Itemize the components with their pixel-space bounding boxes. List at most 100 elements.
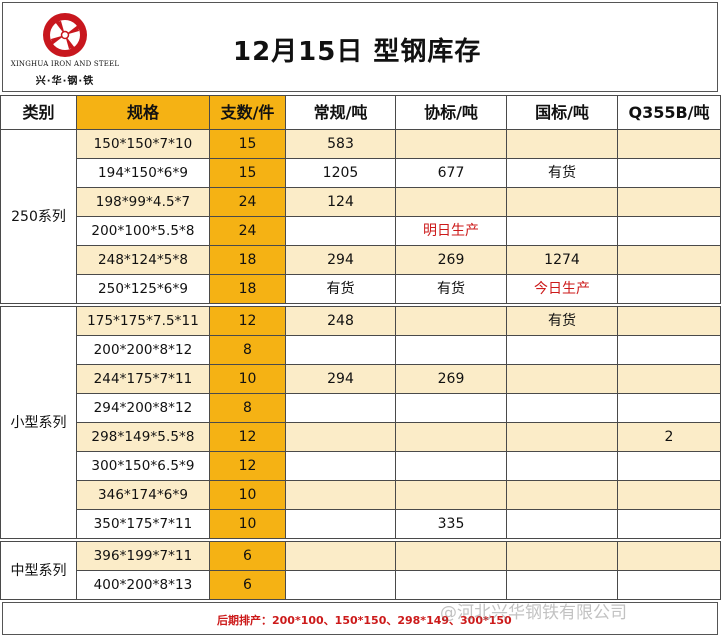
category-cell: 小型系列 [0, 306, 77, 539]
q355b-cell [617, 541, 721, 571]
regular-cell [285, 480, 396, 510]
assoc-cell: 269 [395, 364, 507, 394]
stock-table: 类别 规格 支数/件 常规/吨 协标/吨 国标/吨 Q355B/吨 250系列 1… [0, 95, 721, 600]
table-row: 200*200*8*12 8 [1, 335, 721, 365]
assoc-cell: 335 [395, 509, 507, 539]
q355b-cell [617, 509, 721, 539]
national-cell [506, 422, 618, 452]
count-cell: 8 [209, 393, 286, 423]
spec-cell: 400*200*8*13 [76, 570, 210, 600]
spec-cell: 244*175*7*11 [76, 364, 210, 394]
spec-cell: 200*200*8*12 [76, 335, 210, 365]
national-cell: 有货 [506, 158, 618, 188]
company-logo-icon [43, 13, 87, 57]
table-row: 294*200*8*12 8 [1, 393, 721, 423]
assoc-cell: 269 [395, 245, 507, 275]
regular-cell: 1205 [285, 158, 396, 188]
regular-cell [285, 570, 396, 600]
q355b-cell [617, 129, 721, 159]
table-row: 300*150*6.5*9 12 [1, 451, 721, 481]
logo-english-text: XINGHUA IRON AND STEEL [10, 60, 120, 68]
footer-bar: 后期排产：200*100、150*150、298*149、300*150 [2, 602, 718, 635]
table-row: 194*150*6*9 15 1205 677 有货 [1, 158, 721, 188]
national-cell [506, 364, 618, 394]
assoc-cell [395, 393, 507, 423]
regular-cell [285, 509, 396, 539]
regular-cell [285, 216, 396, 246]
national-cell [506, 541, 618, 571]
assoc-cell: 677 [395, 158, 507, 188]
count-cell: 8 [209, 335, 286, 365]
count-cell: 12 [209, 306, 286, 336]
regular-cell [285, 422, 396, 452]
national-cell [506, 187, 618, 217]
table-row: 248*124*5*8 18 294 269 1274 [1, 245, 721, 275]
assoc-cell [395, 422, 507, 452]
spec-cell: 300*150*6.5*9 [76, 451, 210, 481]
table-row: 244*175*7*11 10 294 269 [1, 364, 721, 394]
q355b-cell [617, 570, 721, 600]
national-cell [506, 216, 618, 246]
table-row: 198*99*4.5*7 24 124 [1, 187, 721, 217]
assoc-cell [395, 541, 507, 571]
national-cell: 1274 [506, 245, 618, 275]
category-cell: 250系列 [0, 129, 77, 304]
regular-cell [285, 393, 396, 423]
production-schedule-note: 后期排产：200*100、150*150、298*149、300*150 [217, 614, 512, 627]
count-cell: 12 [209, 451, 286, 481]
spec-cell: 294*200*8*12 [76, 393, 210, 423]
count-cell: 6 [209, 570, 286, 600]
national-cell [506, 393, 618, 423]
col-header-regular: 常规/吨 [285, 95, 396, 130]
spec-cell: 194*150*6*9 [76, 158, 210, 188]
spec-cell: 198*99*4.5*7 [76, 187, 210, 217]
col-header-spec: 规格 [76, 95, 210, 130]
q355b-cell [617, 364, 721, 394]
spec-cell: 346*174*6*9 [76, 480, 210, 510]
col-header-count: 支数/件 [209, 95, 286, 130]
q355b-cell [617, 480, 721, 510]
table-row: 250系列 150*150*7*10 15 583 [0, 129, 721, 304]
table-row: 346*174*6*9 10 [1, 480, 721, 510]
national-cell [506, 129, 618, 159]
count-cell: 12 [209, 422, 286, 452]
spec-cell: 150*150*7*10 [76, 129, 210, 159]
national-cell [506, 480, 618, 510]
q355b-cell [617, 306, 721, 336]
count-cell: 18 [209, 274, 286, 304]
assoc-cell [395, 335, 507, 365]
assoc-cell [395, 451, 507, 481]
col-header-q355b: Q355B/吨 [617, 95, 721, 130]
regular-cell [285, 451, 396, 481]
page-title: 12月15日 型钢库存 [233, 37, 482, 67]
spec-cell: 175*175*7.5*11 [76, 306, 210, 336]
q355b-cell [617, 158, 721, 188]
col-header-assoc: 协标/吨 [395, 95, 507, 130]
q355b-cell [617, 245, 721, 275]
category-cell: 中型系列 [0, 541, 77, 600]
regular-cell [285, 541, 396, 571]
assoc-cell [395, 306, 507, 336]
count-cell: 18 [209, 245, 286, 275]
spec-cell: 250*125*6*9 [76, 274, 210, 304]
spec-cell: 200*100*5.5*8 [76, 216, 210, 246]
regular-cell: 124 [285, 187, 396, 217]
sheet-header: XINGHUA IRON AND STEEL 兴·华·钢·铁 12月15日 型钢… [2, 2, 718, 92]
national-cell [506, 509, 618, 539]
spec-cell: 248*124*5*8 [76, 245, 210, 275]
table-row: 298*149*5.5*8 12 2 [1, 422, 721, 452]
assoc-cell: 明日生产 [395, 216, 507, 246]
table-row: 400*200*8*13 6 [1, 570, 721, 600]
regular-cell: 294 [285, 245, 396, 275]
col-header-category: 类别 [0, 95, 77, 130]
spec-cell: 396*199*7*11 [76, 541, 210, 571]
table-row: 中型系列 396*199*7*11 6 [0, 541, 721, 600]
q355b-cell [617, 216, 721, 246]
q355b-cell [617, 335, 721, 365]
q355b-cell [617, 274, 721, 304]
q355b-cell [617, 451, 721, 481]
count-cell: 6 [209, 541, 286, 571]
q355b-cell: 2 [617, 422, 721, 452]
table-row: 200*100*5.5*8 24 明日生产 [1, 216, 721, 246]
